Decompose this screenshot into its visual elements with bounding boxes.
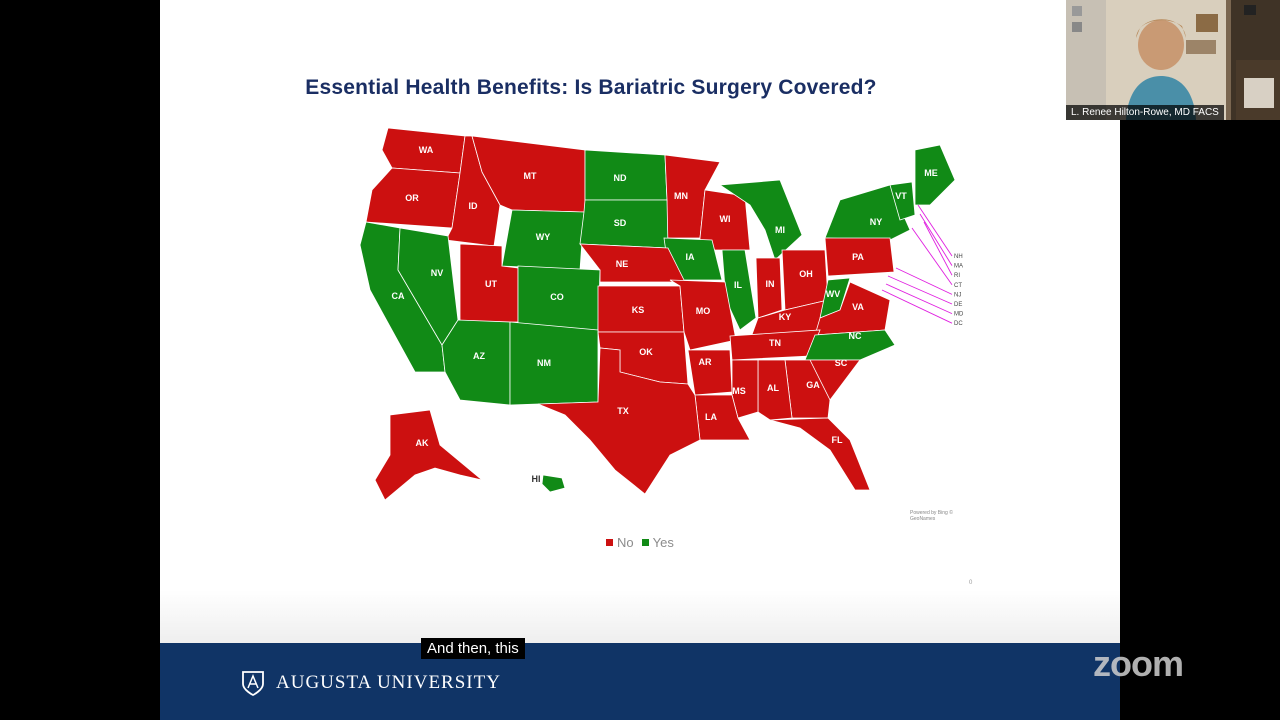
state-hi: [541, 474, 566, 493]
state-fl: [769, 417, 871, 491]
state-ne: [579, 243, 686, 283]
slide-title: Essential Health Benefits: Is Bariatric …: [305, 76, 877, 99]
state-label-hi: HI: [532, 474, 541, 484]
state-label-nd: ND: [614, 173, 627, 183]
map-legend: No Yes: [606, 535, 674, 550]
state-or: [365, 167, 461, 229]
us-coverage-map: WA OR ID MT ND MN WI MI NY VT ME CA NV UT WY SD IA IL IN OH…: [359, 127, 964, 501]
zoom-logo: zoom: [1093, 643, 1184, 684]
state-label-wv: WV: [826, 289, 841, 299]
university-name: AUGUSTA UNIVERSITY: [276, 672, 501, 693]
callout-line-md: [885, 283, 953, 315]
state-label-wi: WI: [720, 214, 731, 224]
state-ny: [824, 184, 911, 241]
callout-line-ri: [923, 221, 953, 276]
state-label-ms: MS: [732, 386, 746, 396]
callout-line-nj: [895, 267, 953, 295]
state-label-il: IL: [734, 280, 743, 290]
callout-line-nh: [917, 204, 953, 257]
state-label-va: VA: [852, 302, 864, 312]
state-az: [441, 319, 511, 406]
state-label-in: IN: [766, 279, 775, 289]
state-label-fl: FL: [832, 435, 843, 445]
state-label-nm: NM: [537, 358, 551, 368]
presentation-slide: Essential Health Benefits: Is Bariatric …: [160, 0, 1120, 720]
state-vt: [889, 181, 916, 221]
legend-label-yes: Yes: [652, 535, 674, 550]
footer-bar: AUGUSTA UNIVERSITY: [160, 643, 1120, 720]
participant-video: [1066, 0, 1280, 120]
state-label-mn: MN: [674, 191, 688, 201]
state-label-tn: TN: [769, 338, 781, 348]
callout-label-md: MD: [954, 312, 964, 318]
state-label-mo: MO: [696, 306, 711, 316]
state-label-al: AL: [767, 383, 779, 393]
state-label-ne: NE: [616, 259, 629, 269]
state-label-ny: NY: [870, 217, 883, 227]
state-ms: [731, 359, 759, 419]
state-label-id: ID: [469, 201, 479, 211]
state-label-tx: TX: [617, 406, 629, 416]
state-label-ga: GA: [806, 380, 820, 390]
callout-label-ct: CT: [954, 283, 962, 289]
callout-line-de: [887, 275, 953, 305]
state-label-me: ME: [924, 168, 938, 178]
legend-item-no: No: [606, 535, 634, 550]
callout-label-nh: NH: [954, 254, 963, 260]
state-label-wa: WA: [419, 145, 434, 155]
state-me: [914, 144, 956, 206]
university-shield-icon: [242, 671, 264, 696]
state-nm: [509, 321, 599, 406]
state-label-la: LA: [705, 412, 717, 422]
state-label-mi: MI: [775, 225, 785, 235]
legend-item-yes: Yes: [641, 535, 674, 550]
live-caption: And then, this: [421, 638, 525, 659]
legend-label-no: No: [617, 535, 634, 550]
state-label-co: CO: [550, 292, 564, 302]
state-label-ky: KY: [779, 312, 792, 322]
state-label-mt: MT: [524, 171, 537, 181]
callout-line-ct: [911, 227, 953, 286]
callout-label-de: DE: [954, 302, 962, 308]
participant-name-tag: L. Renee Hilton-Rowe, MD FACS: [1066, 105, 1224, 120]
callout-line-dc: [881, 289, 953, 324]
state-label-wy: WY: [536, 232, 551, 242]
state-label-sc: SC: [835, 358, 848, 368]
state-label-ia: IA: [686, 252, 696, 262]
callout-label-nj: NJ: [954, 292, 961, 298]
callout-label-ma: MA: [954, 264, 963, 270]
state-label-oh: OH: [799, 269, 813, 279]
state-tx: [537, 347, 701, 495]
map-attribution: Powered by Bing © GeoNames: [910, 510, 953, 522]
state-label-ak: AK: [416, 438, 429, 448]
state-pa: [824, 237, 895, 277]
state-label-sd: SD: [614, 218, 627, 228]
slide-fade: [160, 590, 1120, 645]
state-label-az: AZ: [473, 351, 485, 361]
state-oh: [781, 249, 829, 311]
state-label-nv: NV: [431, 268, 444, 278]
callout-label-ri: RI: [954, 273, 960, 279]
state-label-or: OR: [405, 193, 419, 203]
state-label-nc: NC: [849, 331, 862, 341]
state-label-ks: KS: [632, 305, 645, 315]
state-label-vt: VT: [895, 191, 907, 201]
callout-line-ma: [919, 213, 953, 266]
state-label-ut: UT: [485, 279, 497, 289]
state-in: [755, 257, 783, 319]
legend-swatch-no: [606, 539, 613, 546]
state-label-ar: AR: [699, 357, 712, 367]
state-nc: [804, 329, 896, 361]
slide-page-marker: 0: [969, 580, 973, 586]
callout-label-dc: DC: [954, 321, 963, 327]
state-label-ok: OK: [639, 347, 653, 357]
state-label-ca: CA: [392, 291, 405, 301]
participant-video-tile[interactable]: L. Renee Hilton-Rowe, MD FACS: [1066, 0, 1280, 120]
state-ak: [374, 409, 483, 501]
legend-swatch-yes: [641, 539, 649, 546]
state-label-pa: PA: [852, 252, 864, 262]
